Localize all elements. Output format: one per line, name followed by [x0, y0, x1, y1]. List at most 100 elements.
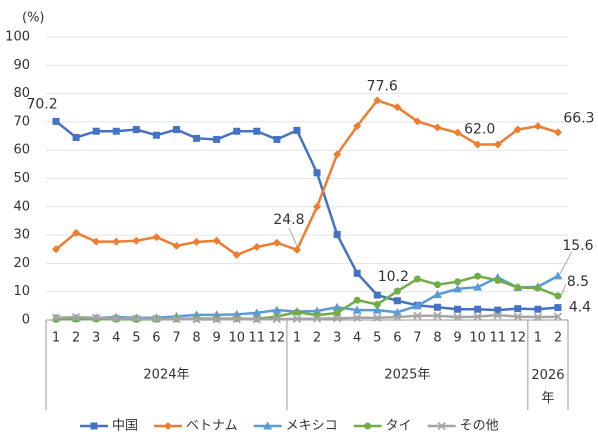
marker	[193, 134, 201, 142]
marker	[132, 126, 140, 134]
marker	[72, 133, 80, 141]
marker	[473, 312, 482, 321]
marker	[192, 315, 201, 324]
year-label: 2024年	[143, 368, 189, 383]
data-label: 8.5	[567, 274, 589, 290]
marker	[292, 314, 302, 324]
marker	[433, 123, 442, 132]
marker	[164, 422, 173, 430]
marker	[273, 135, 281, 143]
marker	[373, 96, 382, 105]
marker	[92, 237, 101, 246]
year-label: 2026 年	[531, 368, 564, 406]
marker	[474, 305, 482, 313]
marker	[172, 241, 181, 250]
series-line	[56, 313, 558, 321]
data-label: 15.6	[562, 238, 593, 254]
x-tick-label: 11	[249, 331, 266, 346]
marker	[232, 250, 241, 259]
x-tick-label: 10	[228, 331, 245, 346]
marker	[533, 313, 543, 322]
marker	[393, 313, 402, 322]
marker	[92, 313, 101, 322]
marker	[112, 314, 121, 323]
marker	[353, 296, 361, 304]
x-tick-label: 1	[52, 331, 60, 346]
marker	[453, 128, 462, 137]
data-label: 10.2	[378, 269, 409, 285]
marker	[332, 302, 342, 311]
marker	[454, 305, 462, 313]
y-tick-label: 40	[13, 199, 30, 214]
marker	[51, 313, 61, 322]
marker	[353, 313, 362, 322]
x-tick-label: 3	[92, 331, 100, 346]
y-tick-label: 80	[13, 86, 30, 101]
x-tick-label: 4	[112, 331, 120, 346]
marker	[473, 140, 482, 149]
marker	[364, 422, 372, 430]
x-tick-label: 8	[192, 331, 200, 346]
marker	[513, 312, 522, 321]
marker	[494, 306, 502, 314]
marker	[232, 315, 241, 324]
marker	[513, 125, 522, 134]
marker	[434, 281, 441, 289]
marker	[373, 313, 382, 322]
marker	[252, 315, 261, 324]
marker	[493, 140, 502, 149]
marker	[453, 284, 463, 293]
x-tick-label: 7	[413, 331, 421, 346]
marker	[333, 231, 341, 239]
legend-label: タイ	[386, 419, 412, 434]
x-tick-label: 6	[152, 331, 160, 346]
x-tick-label: 9	[453, 331, 461, 346]
marker	[553, 128, 562, 137]
marker	[152, 233, 161, 242]
x-tick-label: 1	[293, 331, 301, 346]
year-label: 2025年	[384, 368, 430, 383]
data-label: 66.3	[563, 110, 594, 126]
marker	[71, 313, 81, 322]
marker	[393, 297, 401, 305]
x-tick-label: 4	[353, 331, 361, 346]
marker	[533, 122, 542, 131]
marker	[353, 269, 361, 277]
marker	[173, 126, 180, 134]
marker	[272, 305, 282, 314]
y-tick-label: 50	[13, 171, 30, 186]
marker	[293, 126, 301, 134]
y-tick-label: 70	[13, 114, 30, 129]
year-label-part: 2026	[531, 368, 564, 383]
y-tick-label: 0	[22, 313, 30, 328]
marker	[453, 313, 462, 322]
marker	[514, 305, 522, 313]
marker	[172, 315, 181, 324]
marker	[412, 301, 422, 310]
marker	[333, 309, 341, 317]
series-line	[55, 120, 559, 312]
y-tick-label: 30	[13, 228, 30, 243]
marker	[52, 245, 61, 254]
marker	[112, 237, 121, 246]
marker	[553, 271, 563, 280]
x-tick-label: 12	[269, 331, 286, 346]
legend-label: 中国	[112, 419, 138, 434]
legend-label: メキシコ	[286, 419, 338, 434]
marker	[433, 290, 442, 299]
marker	[554, 304, 562, 312]
y-tick-label: 10	[13, 284, 30, 299]
marker	[433, 311, 442, 320]
data-label: 77.6	[367, 78, 398, 94]
marker	[252, 308, 262, 317]
marker	[213, 135, 221, 143]
year-label-part: 年	[541, 391, 554, 406]
x-tick-label: 12	[510, 331, 527, 346]
marker	[413, 311, 422, 320]
marker	[454, 278, 462, 286]
x-tick-label: 10	[469, 331, 486, 346]
marker	[90, 422, 98, 430]
x-tick-label: 11	[489, 331, 506, 346]
data-label: 4.4	[569, 300, 591, 316]
marker	[272, 238, 281, 247]
